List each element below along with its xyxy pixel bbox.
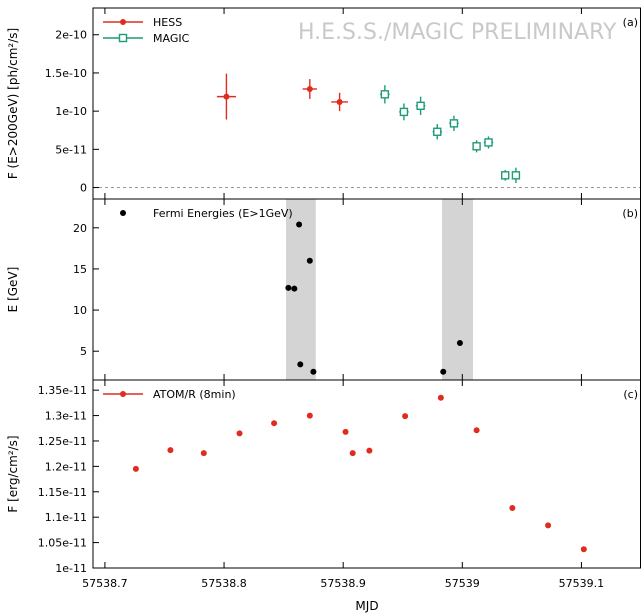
y-tick-label: 1.2e-11 [45, 460, 87, 473]
data-point [342, 428, 349, 435]
legend-marker [120, 391, 126, 397]
data-point [200, 450, 207, 457]
highlight-band [285, 199, 316, 380]
y-tick-label: 1.15e-11 [38, 486, 87, 499]
data-point [399, 107, 409, 117]
watermark-text: H.E.S.S./MAGIC PRELIMINARY [298, 20, 617, 45]
data-point [306, 85, 313, 92]
legend-marker [120, 19, 126, 25]
x-axis-label: MJD [355, 599, 378, 613]
y-tick-label: 2e-10 [55, 29, 87, 42]
y-tick-label: 5e-11 [55, 143, 87, 156]
data-point [285, 284, 292, 291]
y-tick-label: 10 [73, 304, 87, 317]
data-point [509, 505, 516, 512]
y-tick-label: 1.3e-11 [45, 410, 87, 423]
data-point [306, 412, 313, 419]
legend-label: Fermi Energies (E>1GeV) [153, 207, 293, 220]
data-point [366, 447, 373, 454]
data-point [297, 361, 304, 368]
y-tick-label: 1.1e-11 [45, 511, 87, 524]
legend-label: ATOM/R (8min) [153, 388, 236, 401]
y-axis-label: F [erg/cm²/s] [6, 435, 20, 512]
data-point [545, 522, 552, 529]
data-point [236, 430, 243, 437]
data-point [291, 285, 298, 292]
x-tick-label: 57539.1 [559, 577, 605, 590]
y-tick-label: 15 [73, 263, 87, 276]
data-point [296, 221, 303, 228]
y-tick-label: 1.5e-10 [45, 67, 87, 80]
data-point [402, 413, 409, 420]
data-point [271, 420, 278, 427]
legend-label: MAGIC [153, 32, 190, 45]
legend-marker [118, 33, 128, 43]
panel-2: 5 10 15 20 E [GeV] (b) Fermi Energies (E>1GeV) [6, 198, 641, 381]
data-point [511, 171, 521, 180]
legend-marker [120, 210, 126, 216]
x-tick-label: 57539 [445, 577, 480, 590]
data-point [416, 101, 425, 110]
legend-label: HESS [153, 16, 182, 29]
data-point [484, 138, 493, 147]
data-point [437, 394, 444, 401]
data-point [433, 127, 442, 136]
y-axis-label: E [GeV] [6, 267, 20, 313]
data-point [472, 142, 481, 151]
panel-tag: (b) [622, 207, 638, 220]
panel-1: 0 5e-11 1e-10 1.5e-10 2e-10 F (E>200GeV) [ph/… [6, 7, 641, 200]
data-point [132, 465, 139, 472]
data-point [580, 546, 587, 553]
panel-3: 1e-11 1.05e-11 1.1e-11 1.15e-11 1.2e-11 1.25e… [6, 379, 641, 575]
panel-tag: (a) [623, 16, 638, 29]
data-point [440, 368, 447, 375]
y-axis-label: F (E>200GeV) [ph/cm²/s] [6, 28, 20, 179]
y-tick-label: 20 [73, 222, 87, 235]
data-point [336, 98, 343, 105]
y-tick-label: 5 [80, 345, 87, 358]
data-point [380, 90, 390, 99]
data-point [310, 368, 317, 375]
y-tick-label: 1e-11 [55, 562, 87, 575]
x-tick-label: 57538.8 [201, 577, 247, 590]
data-point [349, 450, 356, 457]
y-tick-label: 1.05e-11 [38, 537, 87, 550]
panel-tag: (c) [623, 388, 638, 401]
x-tick-label: 57538.9 [320, 577, 366, 590]
data-point [473, 427, 480, 434]
data-point [167, 447, 174, 454]
y-tick-label: 1e-10 [55, 105, 87, 118]
panel-frame [92, 198, 641, 381]
y-tick-label: 1.25e-11 [38, 435, 87, 448]
y-tick-label: 1.35e-11 [38, 384, 87, 397]
data-point [500, 171, 510, 180]
data-point [456, 339, 463, 346]
y-tick-label: 0 [80, 182, 87, 195]
x-tick-label: 57538.7 [82, 577, 128, 590]
highlight-band [442, 199, 474, 380]
data-point [223, 93, 230, 100]
data-point [449, 119, 459, 128]
data-point [306, 257, 313, 264]
panel-frame [92, 379, 641, 569]
